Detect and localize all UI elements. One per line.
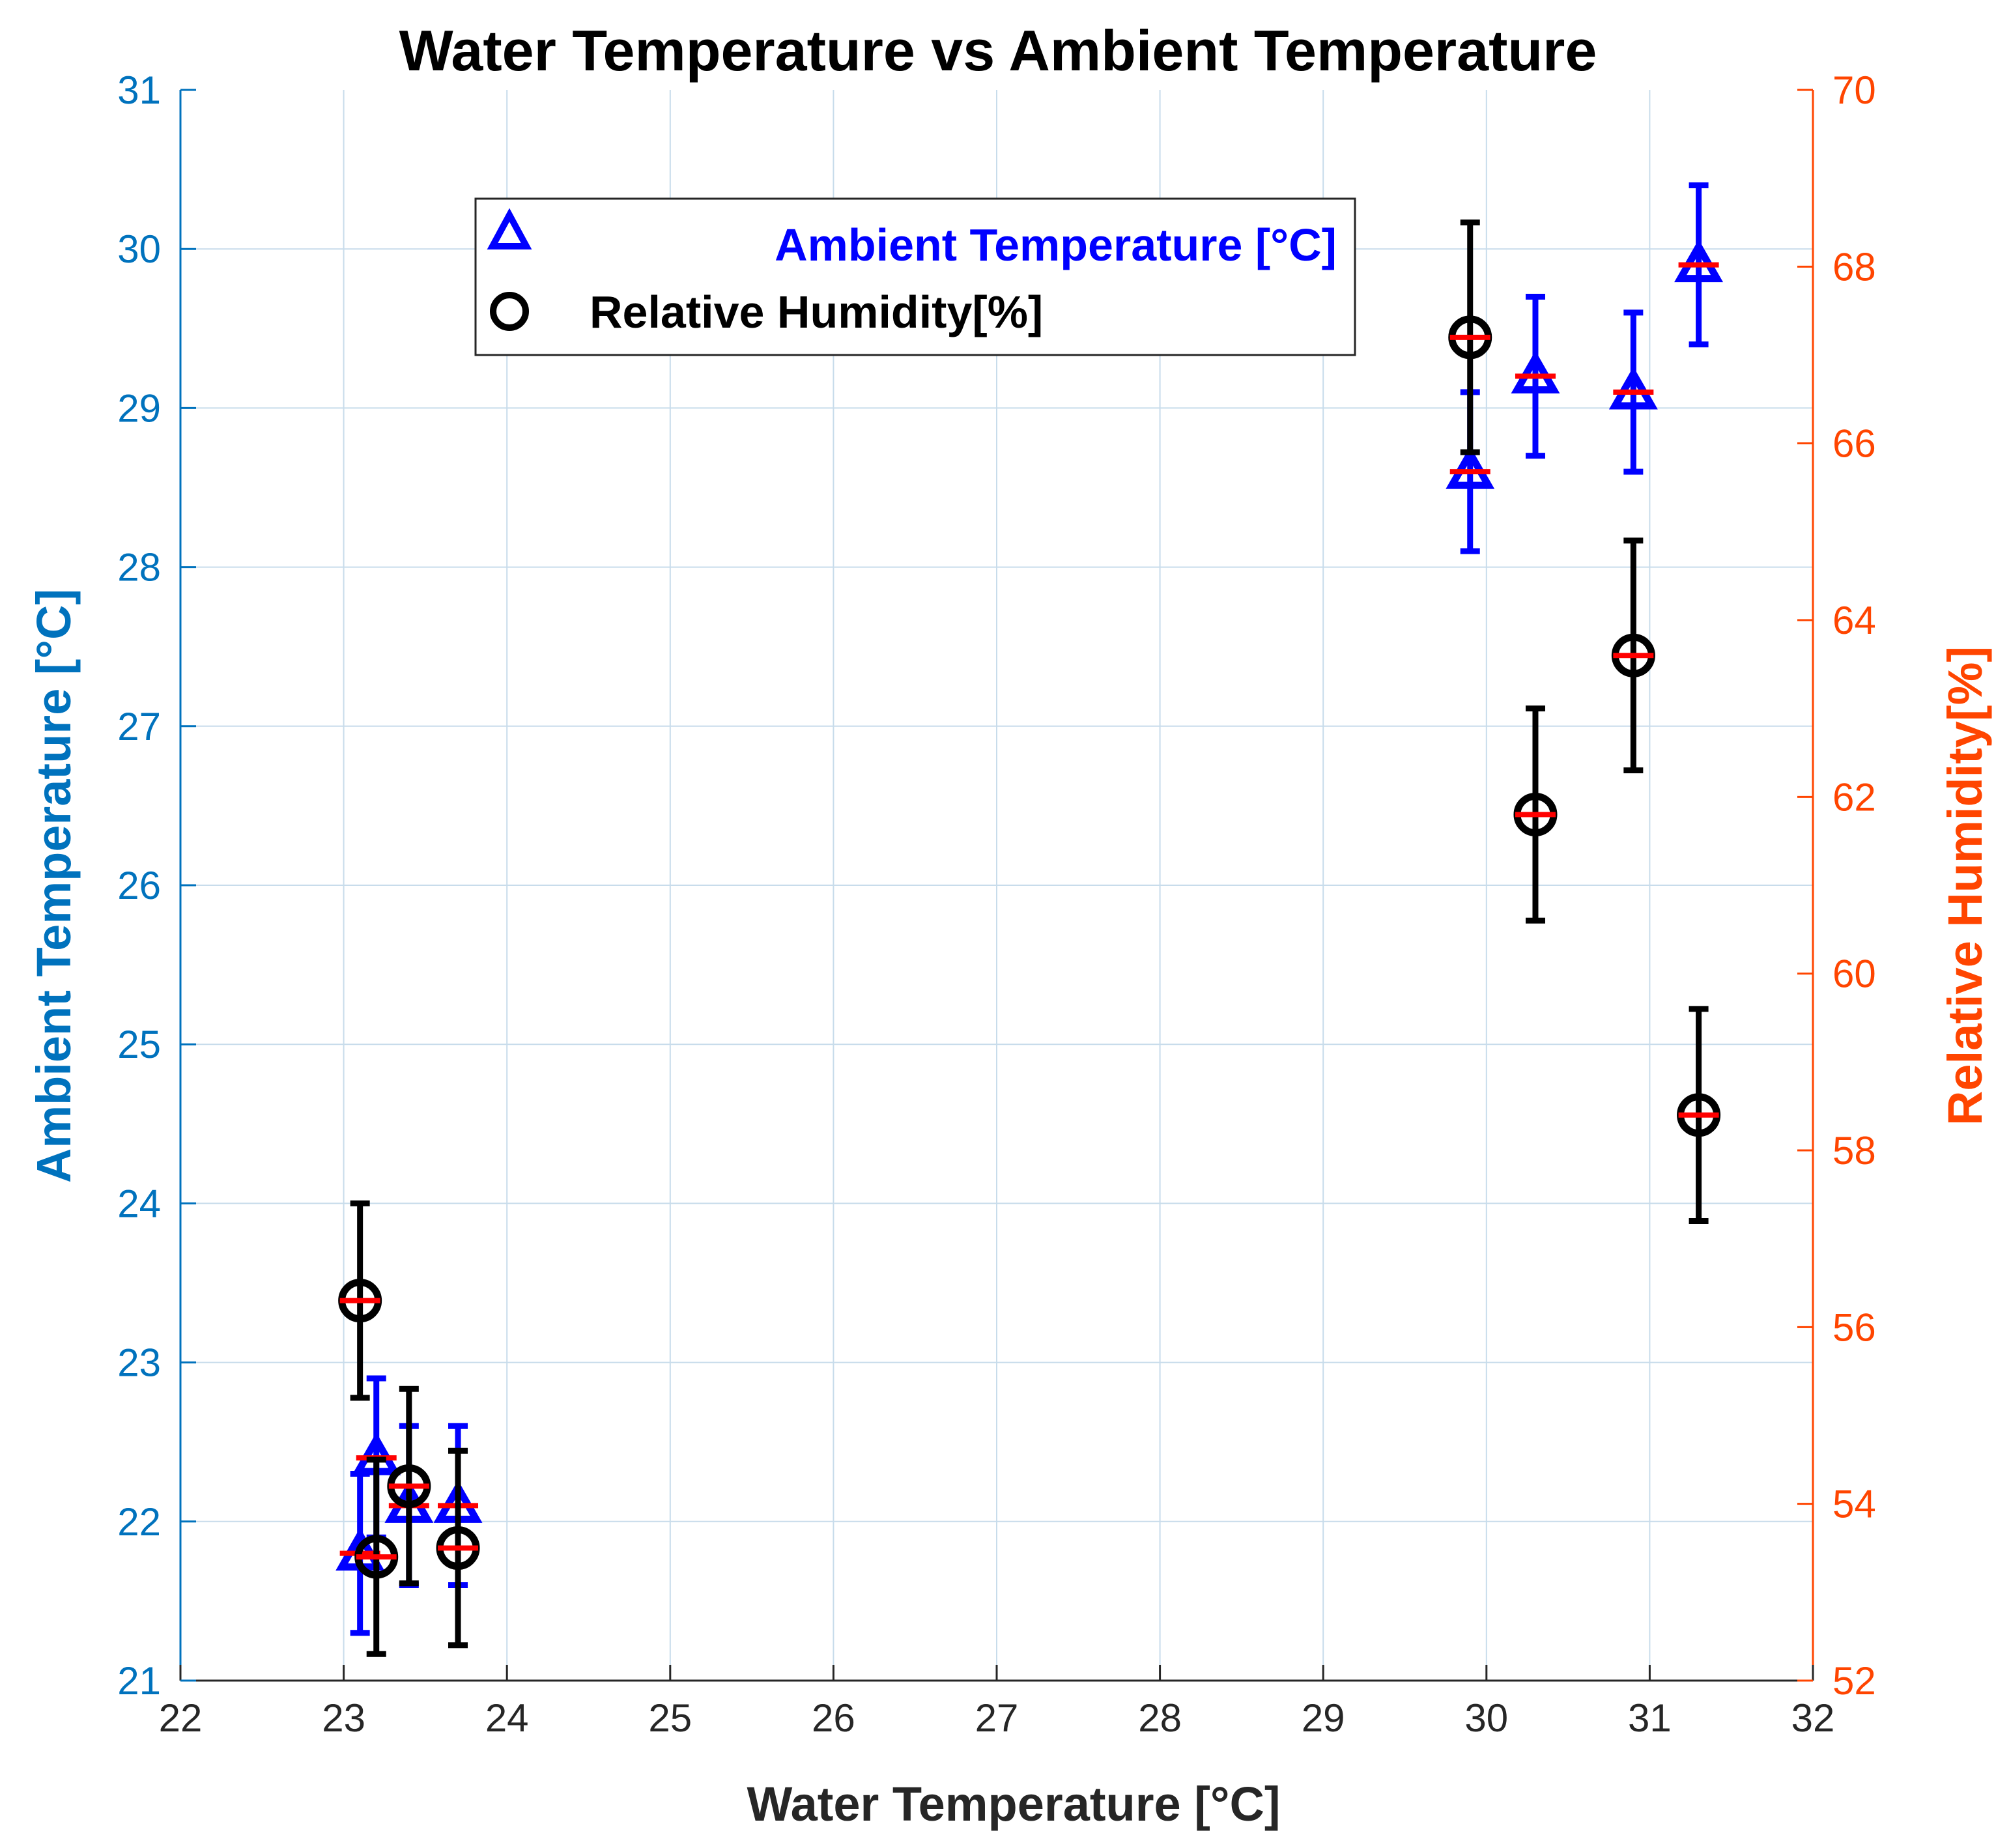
- legend-box: [474, 197, 1356, 356]
- y-right-tick-label: 54: [1832, 1483, 1876, 1526]
- y-left-tick-label: 31: [117, 68, 161, 112]
- y-right-tick-label: 60: [1832, 952, 1876, 996]
- x-tick-label: 28: [1138, 1696, 1182, 1740]
- y-right-tick-label: 58: [1832, 1129, 1876, 1173]
- x-tick-label: 25: [648, 1696, 692, 1740]
- y-right-tick-label: 68: [1832, 245, 1876, 289]
- y-right-tick-label: 66: [1832, 422, 1876, 466]
- y-left-tick-label: 23: [117, 1341, 161, 1385]
- x-tick-label: 24: [485, 1696, 529, 1740]
- y-left-tick-label: 21: [117, 1659, 161, 1703]
- y-right-tick-label: 56: [1832, 1305, 1876, 1349]
- x-tick-label: 31: [1628, 1696, 1672, 1740]
- legend-humidity-label: Relative Humidity[%]: [590, 287, 1043, 337]
- tick-labels: 22 23 24 25 26 27 28 29 30 31 32212223242526272829…: [117, 68, 1876, 1740]
- y-left-tick-label: 26: [117, 864, 161, 907]
- y-left-tick-label: 22: [117, 1500, 161, 1544]
- y-left-tick-label: 27: [117, 705, 161, 748]
- y-axis-right-label: Relative Humidity[%]: [1938, 646, 1992, 1126]
- y-left-tick-label: 29: [117, 386, 161, 430]
- x-tick-label: 22: [159, 1696, 203, 1740]
- y-right-tick-label: 62: [1832, 775, 1876, 819]
- humidity-series: [338, 220, 1721, 1657]
- y-right-tick-label: 64: [1832, 599, 1876, 642]
- y-left-tick-label: 25: [117, 1023, 161, 1066]
- legend: Ambient Temperature [°C] Relative Humidi…: [474, 197, 1356, 356]
- x-axis-label: Water Temperature [°C]: [747, 1777, 1280, 1831]
- y-left-tick-label: 30: [117, 227, 161, 271]
- data-series: [335, 182, 1724, 1657]
- x-tick-label: 29: [1302, 1696, 1345, 1740]
- x-tick-label: 32: [1791, 1696, 1835, 1740]
- y-right-tick-label: 70: [1832, 68, 1876, 112]
- x-tick-label: 26: [812, 1696, 855, 1740]
- y-left-tick-label: 24: [117, 1182, 161, 1225]
- chart-title: Water Temperature vs Ambient Temperature: [399, 18, 1597, 83]
- legend-circle-marker: [490, 292, 529, 331]
- y-axis-left-label: Ambient Temperature [°C]: [27, 589, 81, 1183]
- x-tick-label: 23: [322, 1696, 365, 1740]
- axes: [179, 89, 1814, 1682]
- y-right-tick-label: 52: [1832, 1659, 1876, 1703]
- legend-triangle-marker: [487, 208, 532, 249]
- x-tick-label: 27: [975, 1696, 1019, 1740]
- legend-ambient-label: Ambient Temperature [°C]: [775, 220, 1337, 270]
- x-tick-label: 30: [1464, 1696, 1508, 1740]
- y-left-tick-label: 28: [117, 546, 161, 590]
